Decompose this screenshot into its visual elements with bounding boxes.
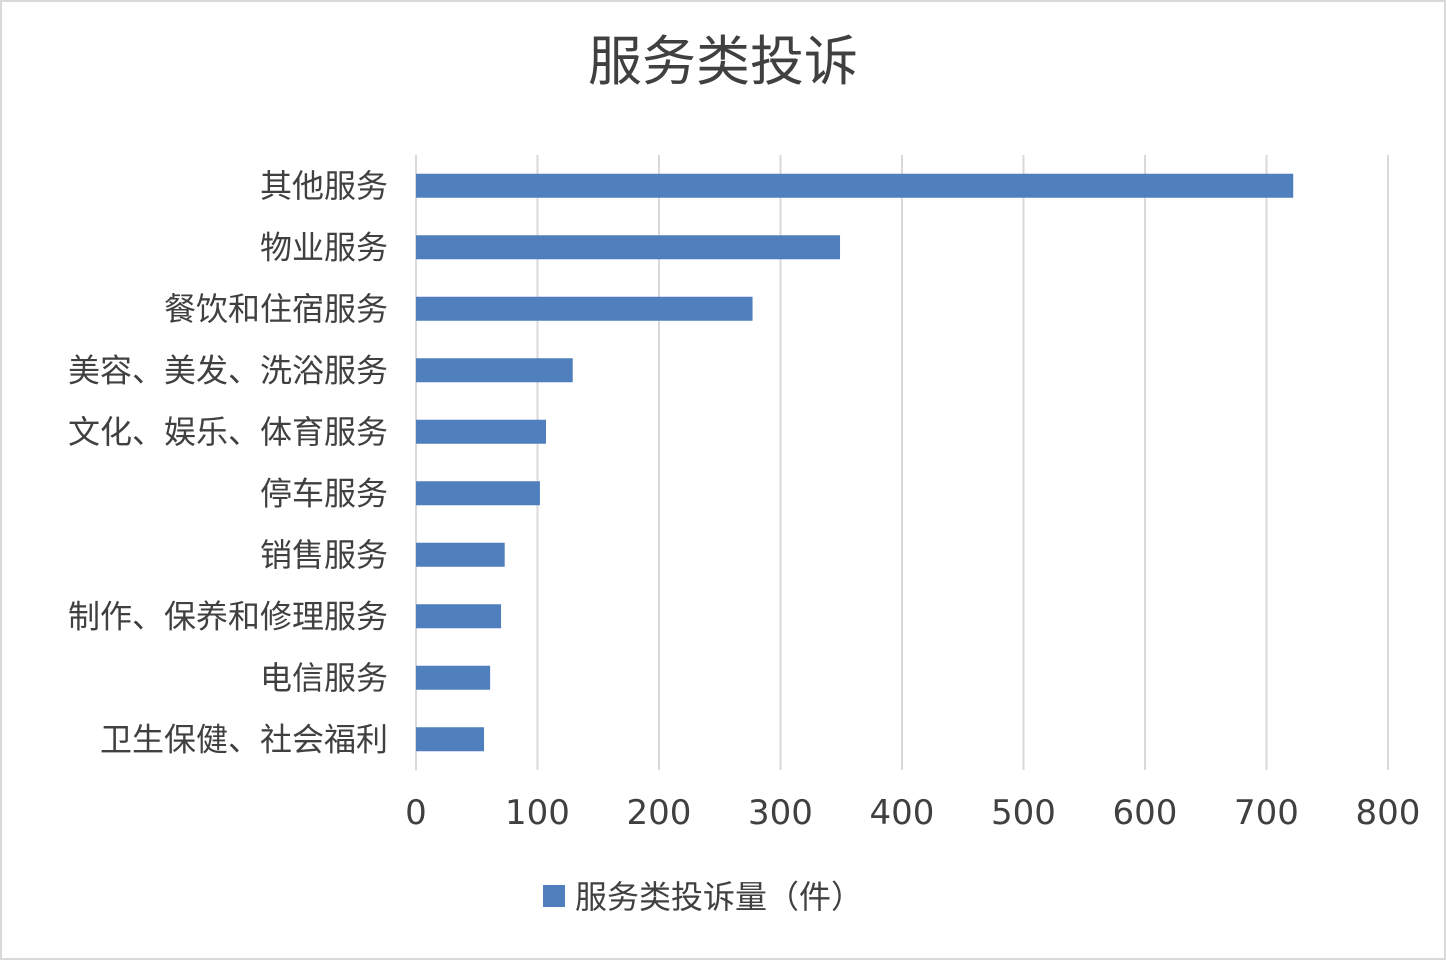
category-label: 其他服务 — [260, 167, 388, 205]
category-label: 电信服务 — [260, 659, 388, 697]
x-tick-label: 600 — [1113, 793, 1178, 833]
category-labels: 其他服务物业服务餐饮和住宿服务美容、美发、洗浴服务文化、娱乐、体育服务停车服务销… — [68, 167, 388, 759]
x-tick-label: 800 — [1356, 793, 1421, 833]
x-tick-label: 700 — [1234, 793, 1299, 833]
bar — [416, 604, 502, 629]
x-tick-labels: 0 100 200 300 400 500 600 700 800 — [405, 793, 1420, 833]
x-tick-label: 400 — [870, 793, 935, 833]
category-label: 制作、保养和修理服务 — [68, 597, 388, 635]
x-tick-label: 200 — [627, 793, 692, 833]
bar — [416, 173, 1294, 198]
bar — [416, 665, 491, 690]
category-label: 销售服务 — [260, 536, 388, 574]
x-tick-label: 300 — [748, 793, 813, 833]
bars — [416, 173, 1294, 752]
category-label: 停车服务 — [260, 474, 388, 512]
x-tick-label: 100 — [505, 793, 570, 833]
bar — [416, 235, 841, 260]
chart-title: 服务类投诉 — [588, 30, 858, 93]
legend-label: 服务类投诉量（件） — [575, 878, 863, 916]
bar — [416, 727, 485, 752]
legend-swatch — [543, 885, 565, 907]
bar — [416, 542, 505, 567]
category-label: 餐饮和住宿服务 — [164, 290, 388, 328]
x-tick-label: 500 — [991, 793, 1056, 833]
bar — [416, 358, 573, 383]
x-tick-label: 0 — [405, 793, 427, 833]
category-label: 卫生保健、社会福利 — [100, 720, 388, 758]
category-label: 美容、美发、洗浴服务 — [68, 351, 388, 389]
category-label: 文化、娱乐、体育服务 — [68, 413, 388, 451]
bar — [416, 419, 547, 444]
legend: 服务类投诉量（件） — [543, 878, 863, 916]
category-label: 物业服务 — [260, 228, 388, 266]
bar — [416, 481, 540, 506]
bar — [416, 296, 753, 321]
